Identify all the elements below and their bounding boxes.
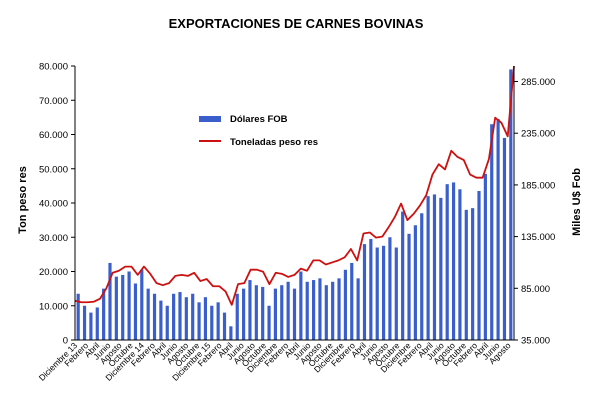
bar [407, 234, 410, 340]
y-tick-label: 50.000 [39, 164, 68, 175]
bar [197, 302, 200, 340]
y2-tick-label: 235.000 [521, 129, 555, 140]
bar [299, 272, 302, 341]
y-tick-label: 40.000 [39, 199, 68, 210]
bar [178, 292, 181, 340]
bar [490, 124, 493, 340]
y2-tick-label: 135.000 [521, 232, 555, 243]
bar [280, 285, 283, 340]
bar [217, 302, 220, 340]
bar [172, 294, 175, 340]
bar [471, 208, 474, 340]
bar [236, 294, 239, 340]
bar [433, 194, 436, 340]
legend: Dólares FOB Toneladas peso res [199, 114, 318, 148]
bar [185, 297, 188, 340]
legend-swatch-bars [199, 116, 221, 122]
bar [497, 119, 500, 340]
y-tick-label: 60.000 [39, 130, 68, 141]
bar [89, 313, 92, 340]
bar [477, 191, 480, 340]
bar [357, 278, 360, 340]
bar [446, 184, 449, 340]
bar [83, 306, 86, 340]
y-tick-label: 20.000 [39, 267, 68, 278]
bar [267, 306, 270, 340]
bar [427, 196, 430, 340]
bar [96, 307, 99, 340]
bar [223, 313, 226, 340]
bar [121, 275, 124, 340]
bar [293, 289, 296, 340]
bar [134, 283, 137, 340]
bar [255, 285, 258, 340]
bar [306, 282, 309, 340]
y-axis-label: Ton peso res [17, 166, 29, 234]
y2-axis-label: Miles U$ Fob [571, 168, 583, 236]
y-tick-label: 70.000 [39, 96, 68, 107]
bar [458, 189, 461, 340]
bar [115, 277, 118, 340]
bar [439, 198, 442, 340]
bar [465, 210, 468, 340]
bar [153, 294, 156, 340]
bar [140, 270, 143, 340]
y-tick-label: 30.000 [39, 233, 68, 244]
bar [287, 282, 290, 340]
bar [166, 306, 169, 340]
bar [344, 270, 347, 340]
bar [414, 225, 417, 340]
plot-area [75, 66, 514, 340]
bar [325, 285, 328, 340]
bar [484, 174, 487, 340]
bar [210, 306, 213, 340]
chart-title: EXPORTACIONES DE CARNES BOVINAS [169, 16, 424, 31]
bar [147, 289, 150, 340]
bar [191, 294, 194, 340]
bar [312, 280, 315, 340]
y-tick-label: 80.000 [39, 62, 68, 73]
bar [452, 182, 455, 340]
bar [420, 213, 423, 340]
bar [369, 239, 372, 340]
bar [159, 301, 162, 340]
bar [242, 289, 245, 340]
bar [363, 244, 366, 340]
bar [376, 248, 379, 340]
y2-tick-label: 85.000 [521, 284, 550, 295]
bar [388, 237, 391, 340]
bar [127, 272, 130, 341]
y2-tick-label: 285.000 [521, 77, 555, 88]
bar [248, 280, 251, 340]
legend-label-bars: Dólares FOB [230, 114, 288, 125]
y2-tick-label: 35.000 [521, 336, 550, 347]
bar [395, 248, 398, 340]
bar [261, 287, 264, 340]
y-tick-label: 10.000 [39, 301, 68, 312]
bar [229, 326, 232, 340]
bar [350, 263, 353, 340]
bar [401, 212, 404, 340]
y2-tick-label: 185.000 [521, 180, 555, 191]
legend-label-line: Toneladas peso res [230, 137, 318, 148]
bar [274, 289, 277, 340]
bar [318, 278, 321, 340]
bar [382, 246, 385, 340]
bar [331, 282, 334, 340]
bar [204, 297, 207, 340]
bar [503, 138, 506, 340]
bar [337, 278, 340, 340]
